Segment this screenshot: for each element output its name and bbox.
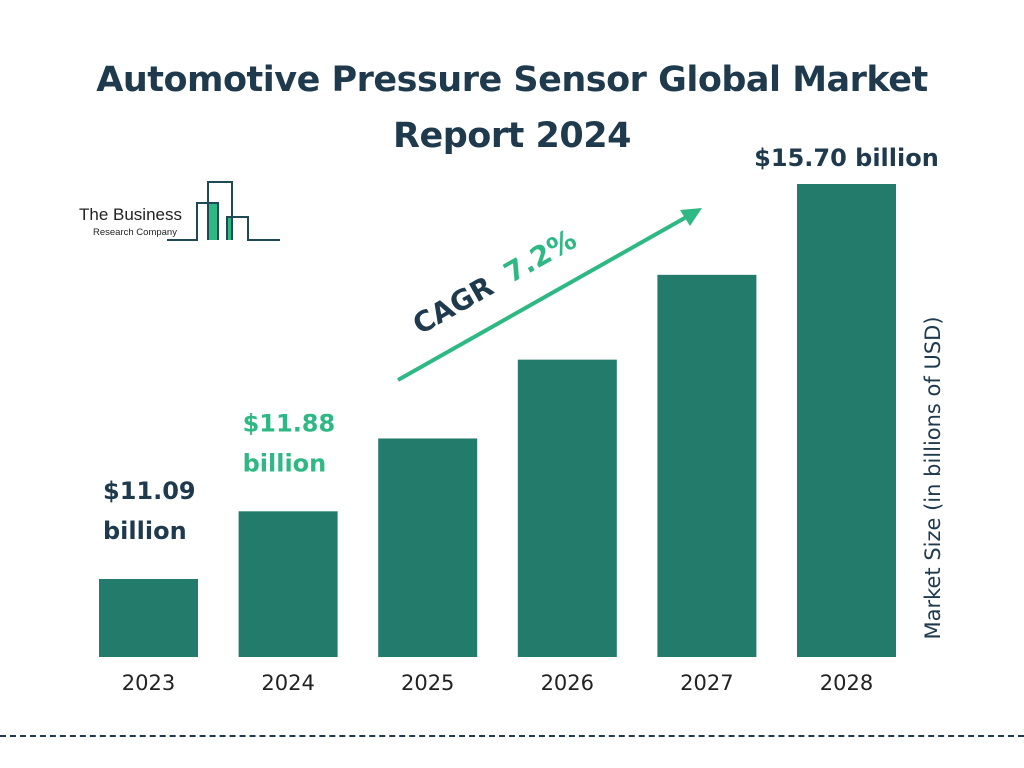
chart-title: Automotive Pressure Sensor Global Market… [0, 52, 1024, 164]
cagr-value: 7.2% [498, 223, 582, 290]
footer-divider [0, 735, 1024, 737]
bar-2025 [378, 438, 478, 657]
data-label: $11.09 [103, 477, 196, 505]
y-axis-label: Market Size (in billions of USD) [921, 316, 945, 639]
title-line-1: Automotive Pressure Sensor Global Market [96, 60, 928, 100]
bar-2024 [238, 511, 338, 657]
logo-text-line-1: The Business [79, 205, 182, 224]
cagr-arrow-head [680, 208, 702, 226]
logo-buildings-icon [167, 181, 280, 241]
bar-2023 [99, 579, 198, 657]
x-tick-label: 2028 [820, 671, 873, 695]
data-label: $15.70 billion [754, 144, 939, 172]
x-tick-label: 2024 [261, 671, 314, 695]
x-tick-label: 2023 [122, 671, 175, 695]
x-tick-label: 2027 [680, 671, 733, 695]
cagr-arrow [397, 213, 691, 382]
bar-2028 [797, 184, 896, 657]
bar-2027 [657, 274, 757, 657]
data-label: $11.88 [243, 409, 336, 437]
logo-text-line-2: Research Company [93, 227, 177, 238]
data-label: billion [103, 517, 187, 545]
title-line-2: Report 2024 [393, 116, 631, 156]
bar-2026 [517, 359, 617, 657]
data-label: billion [243, 449, 327, 477]
x-tick-label: 2026 [541, 671, 594, 695]
x-tick-label: 2025 [401, 671, 454, 695]
